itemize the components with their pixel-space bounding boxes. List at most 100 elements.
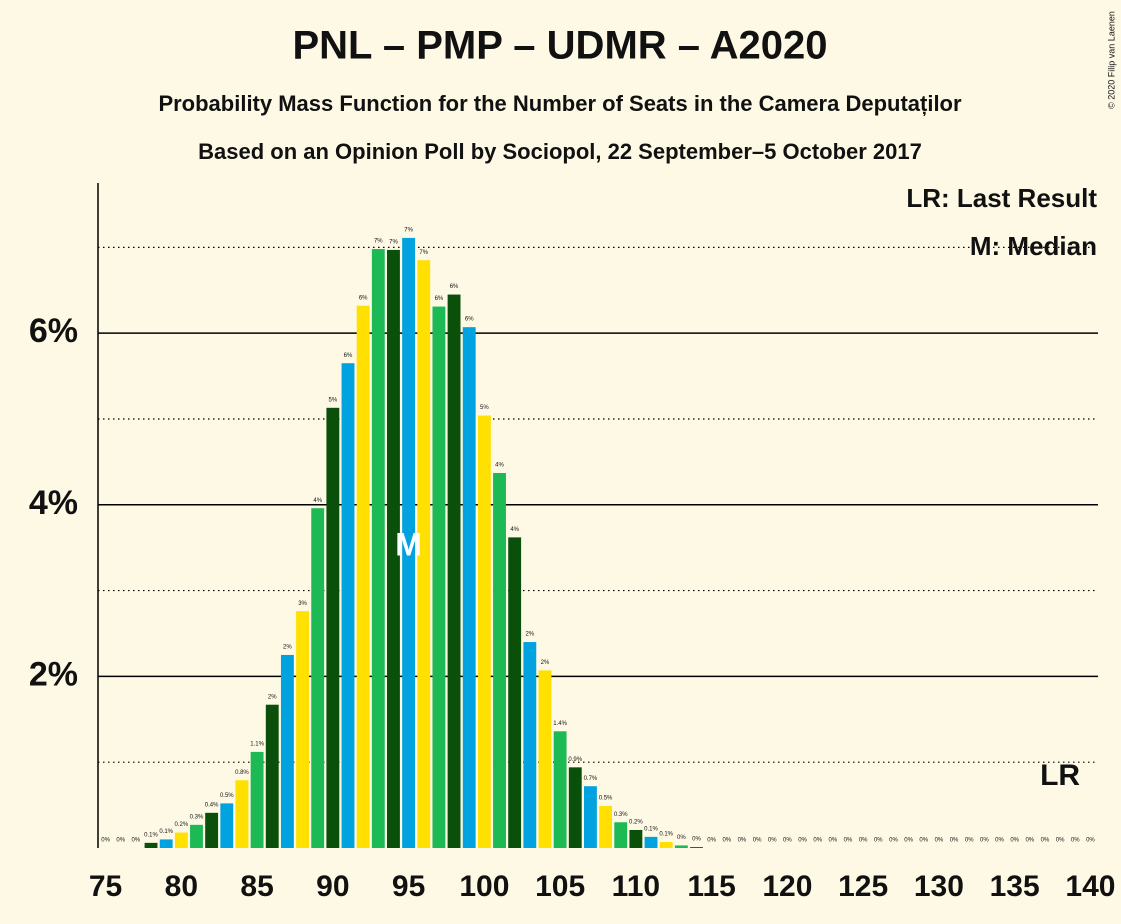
bar (568, 767, 582, 848)
value-label: 0.8% (235, 770, 249, 776)
value-label: 6% (435, 296, 444, 302)
copyright: © 2020 Filip van Laenen (1106, 11, 1116, 109)
bar (220, 803, 234, 848)
legend-entry: M: Median (970, 231, 1097, 261)
x-tick-label: 85 (240, 870, 273, 903)
value-label: 2% (283, 645, 292, 651)
bar (508, 537, 522, 848)
bar (432, 306, 446, 848)
bar (690, 847, 703, 848)
value-label: 0% (904, 838, 913, 844)
value-label: 0% (753, 838, 762, 844)
value-label: 6% (359, 295, 368, 301)
value-label: 5% (480, 405, 489, 411)
value-label: 0.3% (614, 812, 628, 818)
value-label: 7% (419, 250, 428, 256)
bar (553, 731, 567, 848)
x-tick-label: 110 (612, 870, 660, 903)
bar (356, 305, 370, 848)
value-label: 0% (798, 838, 807, 844)
value-label: 4% (510, 527, 519, 533)
value-label: 0% (738, 838, 747, 844)
bar (583, 786, 597, 848)
value-label: 0% (935, 838, 944, 844)
value-label: 4% (313, 498, 322, 504)
bar (341, 363, 355, 848)
value-label: 0% (859, 838, 868, 844)
value-label: 0% (707, 838, 716, 844)
x-tick-label: 120 (762, 870, 812, 903)
y-tick-label: 2% (29, 655, 78, 693)
bar (387, 249, 400, 849)
value-label: 0% (1071, 838, 1080, 844)
legend-entry: LR: Last Result (906, 183, 1097, 213)
bar (644, 836, 658, 848)
value-label: 0% (1056, 838, 1065, 844)
value-label: 0.1% (659, 832, 673, 838)
value-label: 0% (1041, 838, 1050, 844)
bar (523, 642, 537, 848)
value-label: 0% (889, 838, 898, 844)
y-tick-label: 4% (29, 484, 78, 522)
median-marker: M (395, 526, 422, 562)
x-tick-label: 115 (687, 870, 735, 903)
y-tick-label: 6% (29, 312, 78, 350)
chart-title: PNL – PMP – UDMR – A2020 (292, 24, 827, 68)
bar (674, 845, 688, 848)
value-label: 0% (874, 838, 883, 844)
value-label: 2% (541, 660, 550, 666)
value-label: 0.9% (568, 757, 582, 763)
value-label: 0% (980, 838, 989, 844)
value-label: 0% (950, 838, 959, 844)
bar (159, 839, 173, 848)
bar (538, 670, 552, 848)
value-label: 0% (116, 838, 125, 844)
bar (326, 407, 340, 848)
x-tick-label: 80 (165, 870, 198, 903)
bar (659, 841, 673, 848)
chart-subtitle: Probability Mass Function for the Number… (158, 91, 962, 116)
value-label: 4% (495, 463, 504, 469)
bar (296, 611, 309, 848)
value-label: 6% (344, 353, 353, 359)
chart-subtitle: Based on an Opinion Poll by Sociopol, 22… (198, 139, 922, 164)
value-label: 0% (995, 838, 1004, 844)
value-label: 7% (374, 239, 383, 245)
value-label: 1.1% (250, 741, 264, 747)
value-label: 0.3% (190, 814, 204, 820)
value-label: 0% (783, 838, 792, 844)
bar (614, 822, 628, 848)
value-label: 0% (692, 837, 701, 843)
value-label: 0% (768, 838, 777, 844)
bar (190, 824, 203, 848)
value-label: 7% (389, 240, 398, 246)
bar (447, 294, 461, 848)
bar (402, 237, 416, 848)
bar (174, 832, 188, 848)
bar (477, 415, 491, 848)
x-tick-label: 100 (459, 870, 509, 903)
value-label: 0.2% (174, 822, 188, 828)
value-label: 0.1% (144, 832, 158, 838)
value-label: 1.4% (553, 721, 567, 727)
bar (417, 260, 431, 848)
value-label: 0% (1025, 838, 1034, 844)
value-label: 2% (525, 632, 534, 638)
value-label: 0% (813, 838, 822, 844)
bar (144, 842, 158, 848)
value-label: 0.2% (629, 820, 643, 826)
value-label: 5% (329, 397, 338, 403)
x-tick-label: 75 (89, 870, 122, 903)
value-label: 0.1% (644, 826, 658, 832)
value-label: 0% (1010, 838, 1019, 844)
bar (235, 780, 249, 848)
value-label: 0% (965, 838, 974, 844)
bar (265, 704, 279, 848)
value-label: 0% (829, 838, 838, 844)
x-tick-label: 105 (535, 870, 585, 903)
value-label: 2% (268, 694, 277, 700)
value-label: 0% (132, 838, 141, 844)
value-label: 6% (465, 317, 474, 323)
value-label: 3% (298, 601, 307, 607)
value-label: 0.4% (205, 802, 219, 808)
